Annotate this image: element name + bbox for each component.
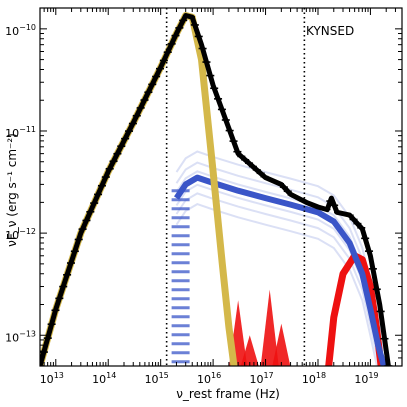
reflection-spike bbox=[260, 289, 279, 366]
corona-model-spread bbox=[175, 203, 378, 366]
x-tick-label: 1014 bbox=[92, 371, 116, 386]
x-tick-label: 1015 bbox=[145, 371, 169, 386]
y-tick-label: 10−10 bbox=[5, 23, 36, 38]
y-tick-label: 10−12 bbox=[5, 227, 36, 242]
y-axis-ticks: 10−13 10−12 10−11 10−10 bbox=[5, 23, 402, 367]
x-tick-label: 1013 bbox=[40, 371, 64, 386]
reflection-spike bbox=[272, 323, 291, 366]
plot-frame bbox=[39, 7, 403, 367]
x-axis-label: ν_rest frame (Hz) bbox=[176, 387, 280, 401]
disc-series bbox=[40, 12, 238, 366]
x-tick-label: 1019 bbox=[354, 371, 378, 386]
model-curves bbox=[40, 12, 393, 366]
reflection-spike bbox=[240, 335, 259, 366]
x-tick-label: 1018 bbox=[302, 371, 326, 386]
plot-area bbox=[40, 12, 393, 366]
x-tick-label: 1016 bbox=[197, 371, 221, 386]
y-tick-label: 10−13 bbox=[5, 329, 36, 344]
kynsed-annotation: KYNSED bbox=[306, 24, 354, 38]
y-axis-label: νF_ν (erg s⁻¹ cm⁻²) bbox=[5, 133, 19, 247]
y-tick-label: 10−11 bbox=[5, 125, 36, 140]
x-tick-label: 1017 bbox=[249, 371, 273, 386]
vertical-marker-lines bbox=[165, 8, 306, 366]
corona-series bbox=[174, 174, 387, 366]
x-axis-ticks: 1013 1014 1015 1016 1017 1018 1019 bbox=[39, 8, 403, 386]
